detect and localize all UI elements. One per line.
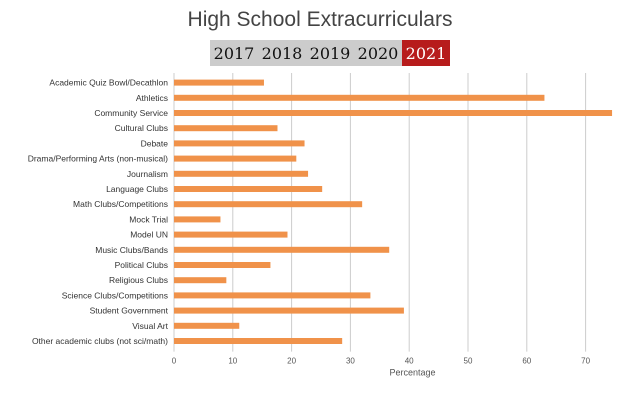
bar-5: [174, 155, 297, 162]
bar-10: [174, 231, 288, 238]
bar-0: [174, 79, 264, 86]
year-tab-2021[interactable]: 2021: [402, 40, 450, 66]
category-label: Model UN: [130, 230, 168, 240]
bar-17: [174, 338, 343, 344]
category-label: Academic Quiz Bowl/Decathlon: [49, 78, 168, 88]
bar-1: [174, 94, 545, 101]
category-label: Community Service: [94, 108, 168, 118]
bar-7: [174, 186, 323, 192]
category-label: Math Clubs/Competitions: [73, 199, 168, 209]
category-label: Political Clubs: [115, 260, 168, 270]
year-tab-2020[interactable]: 2020: [357, 43, 399, 63]
category-label: Science Clubs/Competitions: [62, 290, 168, 300]
category-label: Debate: [141, 138, 169, 148]
bar-chart: 0 10 20 30 40 50 60 70 Academic Quiz Bowl/Decath…: [28, 73, 613, 378]
x-tick-label: 20: [287, 357, 296, 366]
bar-6: [174, 170, 309, 177]
x-tick-label: 60: [522, 357, 531, 366]
bar-16: [174, 322, 240, 329]
chart-title: High School Extracurriculars: [187, 8, 453, 31]
bar-14: [174, 292, 371, 299]
year-tab-2018[interactable]: 2018: [261, 43, 303, 63]
category-label: Drama/Performing Arts (non-musical): [28, 154, 168, 164]
category-label: Language Clubs: [106, 184, 168, 194]
bar-12: [174, 262, 271, 268]
category-label: Journalism: [127, 169, 168, 179]
category-label: Visual Art: [132, 321, 168, 331]
category-label: Mock Trial: [129, 214, 168, 224]
x-tick-label: 30: [346, 357, 355, 366]
year-tab-2019[interactable]: 2019: [309, 43, 351, 63]
bar-13: [174, 277, 227, 284]
x-axis-title: Percentage: [389, 368, 435, 378]
x-tick-label: 0: [172, 357, 177, 366]
x-tick-label: 40: [405, 357, 414, 366]
x-tick-label: 50: [464, 357, 473, 366]
category-label: Student Government: [90, 306, 169, 316]
bar-2: [174, 110, 613, 116]
year-tab-2017[interactable]: 2017: [213, 43, 255, 63]
bar-9: [174, 216, 221, 223]
year-selector: 2017 2018 2019 2020 2021: [210, 40, 450, 66]
category-label: Music Clubs/Bands: [95, 245, 168, 255]
category-label: Religious Clubs: [109, 275, 168, 285]
category-label: Other academic clubs (not sci/math): [32, 336, 168, 346]
bar-8: [174, 201, 363, 208]
bar-3: [174, 125, 278, 132]
x-tick-label: 70: [581, 357, 590, 366]
category-label: Cultural Clubs: [115, 123, 168, 133]
bar-11: [174, 246, 390, 253]
bar-4: [174, 140, 305, 147]
category-label: Athletics: [136, 93, 168, 103]
bar-15: [174, 307, 404, 314]
x-tick-label: 10: [228, 357, 237, 366]
